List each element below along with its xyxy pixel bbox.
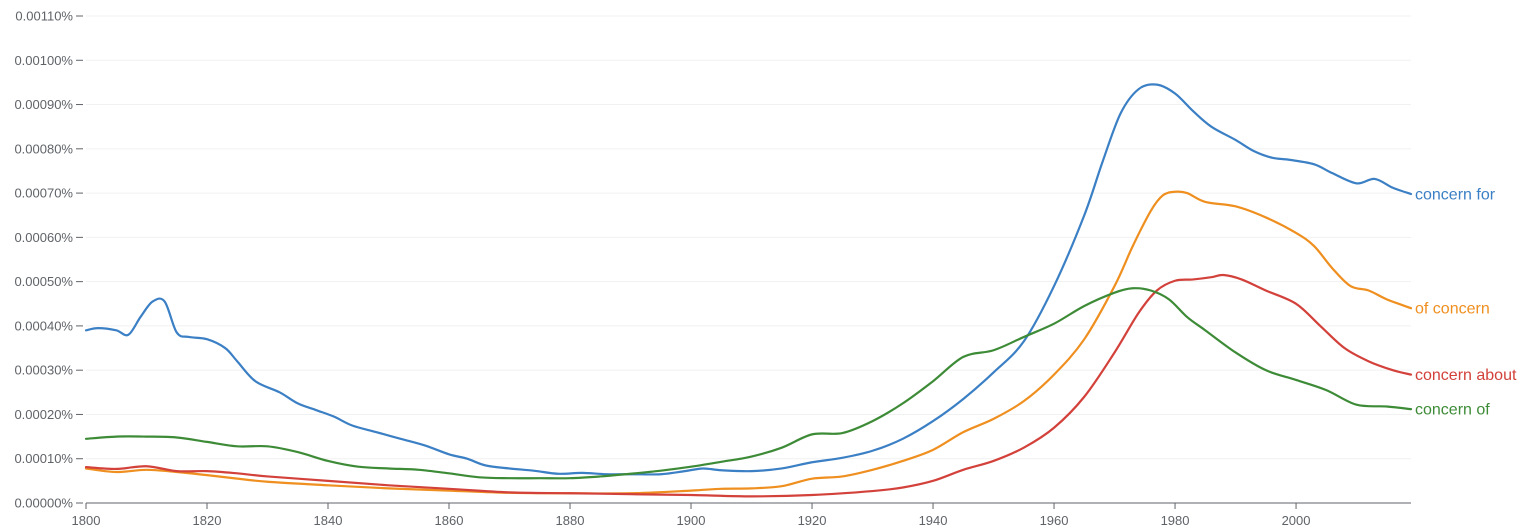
x-tick-label: 1860 [435,513,464,528]
x-tick-label: 1820 [193,513,222,528]
x-axis: 1800 1820 1840 1860 1880 1900 1920 1940 1960 1980… [72,502,1411,528]
y-tick-label: 0.00030% [14,363,73,378]
series-layer [84,83,1413,498]
x-tick-label: 1920 [798,513,827,528]
y-tick-label: 0.00090% [14,97,73,112]
y-tick-label: 0.00040% [14,318,73,333]
series-labels: concern for of concern concern about concer… [1415,186,1517,418]
series-label-concern-about[interactable]: concern about [1415,367,1517,384]
x-tick-label: 2000 [1282,513,1311,528]
series-label-concern-for[interactable]: concern for [1415,186,1496,203]
series-line-concern-about[interactable] [84,273,1413,498]
y-tick-label: 0.00100% [14,53,73,68]
x-tick-label: 1800 [72,513,101,528]
y-tick-label: 0.00000% [14,496,73,511]
y-axis: 0.00000% 0.00010% 0.00020% 0.00030% 0.00040%… [14,9,83,511]
x-tick-label: 1960 [1040,513,1069,528]
y-tick-label: 0.00010% [14,451,73,466]
y-tick-label: 0.00110% [15,9,73,24]
series-line-of-concern[interactable] [84,190,1413,495]
grid-layer [86,15,1411,460]
x-tick-label: 1940 [919,513,948,528]
series-label-concern-of[interactable]: concern of [1415,402,1490,419]
x-tick-label: 1900 [677,513,706,528]
x-tick-label: 1880 [556,513,585,528]
series-label-of-concern[interactable]: of concern [1415,301,1490,318]
y-tick-label: 0.00020% [14,407,73,422]
x-tick-label: 1980 [1161,513,1190,528]
series-line-concern-of[interactable] [84,287,1413,480]
series-line-concern-for[interactable] [84,83,1413,476]
y-tick-label: 0.00060% [14,230,73,245]
y-tick-label: 0.00050% [14,274,73,289]
x-tick-label: 1840 [314,513,343,528]
y-tick-label: 0.00070% [14,186,73,201]
y-tick-label: 0.00080% [14,141,73,156]
